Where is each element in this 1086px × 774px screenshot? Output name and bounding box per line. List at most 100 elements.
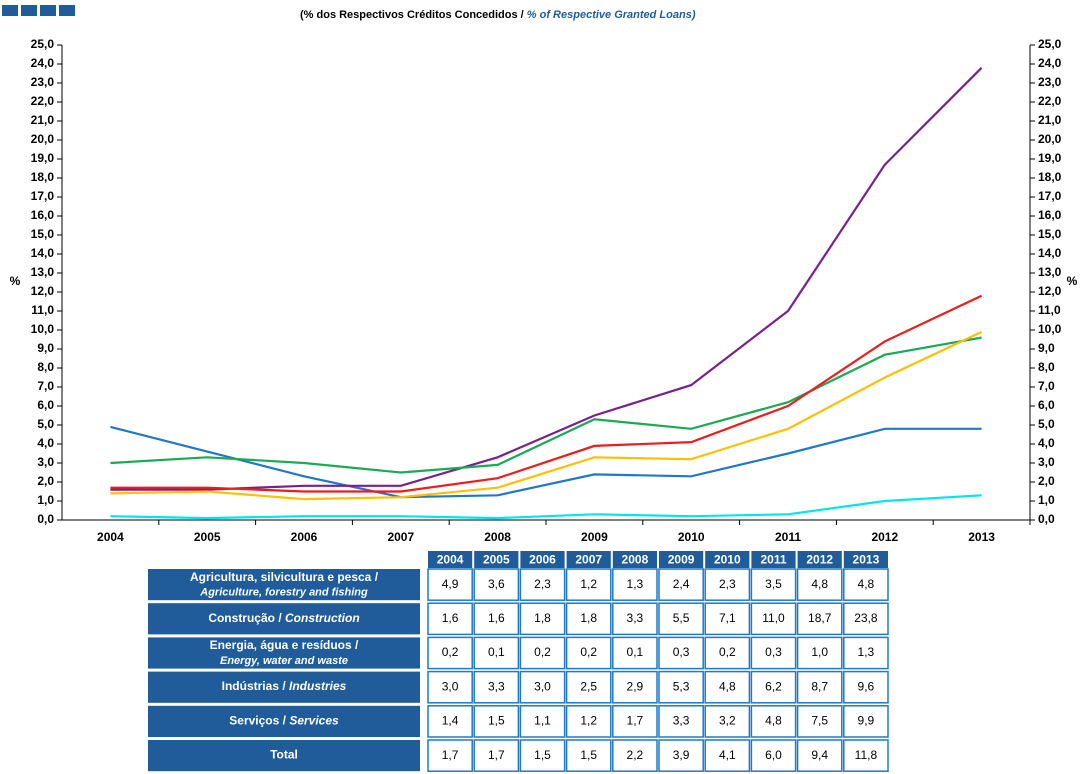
- table-value: 3,9: [673, 748, 690, 762]
- series-line: [110, 330, 983, 501]
- table-value: 4,9: [442, 577, 459, 591]
- table-value: 2,3: [719, 577, 736, 591]
- row-label-pt: Serviços /: [229, 714, 286, 728]
- table-cell: [658, 739, 704, 772]
- y-tick-label: 16,0: [31, 208, 55, 222]
- x-tick-label: 2005: [194, 530, 221, 544]
- table-cell: [427, 636, 473, 670]
- x-tick-label: 2004: [97, 530, 124, 544]
- y-tick-label: 0,0: [37, 512, 54, 526]
- row-label-cell: [148, 569, 420, 601]
- y-tick-label: 25,0: [31, 37, 55, 51]
- table-cell: [843, 602, 889, 636]
- y-tick-label: 22,0: [31, 94, 55, 108]
- table-cell: [473, 739, 520, 772]
- table-value: 6,2: [765, 679, 782, 693]
- table-cell: [843, 636, 889, 670]
- x-tick-label: 2008: [484, 530, 511, 544]
- row-label-cell: [148, 603, 420, 635]
- table-cell: [427, 705, 473, 738]
- table-cell: [704, 568, 751, 601]
- table-cell: [565, 705, 612, 738]
- table-value: 0,3: [673, 645, 690, 659]
- table-header: 2010: [714, 553, 741, 567]
- table-value: 1,2: [580, 577, 597, 591]
- row-label: Indústrias / Industries: [222, 679, 347, 693]
- table-value: 1,8: [580, 611, 597, 625]
- row-label-cell: [148, 637, 420, 669]
- table-value: 3,3: [488, 679, 505, 693]
- decor: [40, 5, 56, 16]
- table-value: 7,5: [811, 714, 828, 728]
- table-cell: [519, 636, 566, 670]
- table-cell: [612, 705, 658, 738]
- row-label: Energia, água e resíduos /: [210, 638, 359, 652]
- table-cell: [796, 602, 843, 636]
- row-label-cell: [148, 740, 420, 772]
- y2-tick-label: 11,0: [1038, 303, 1061, 317]
- y2-tick-label: 25,0: [1038, 37, 1062, 51]
- row-label-en: Energy, water and waste: [220, 655, 348, 667]
- table-cell: [519, 705, 566, 738]
- table-value: 1,1: [534, 714, 551, 728]
- table-cell: [519, 670, 566, 704]
- table-value: 1,6: [442, 611, 459, 625]
- table-value: 1,7: [488, 748, 505, 762]
- table-value: 1,3: [627, 577, 644, 591]
- row-label-pt: Indústrias /: [222, 679, 287, 693]
- y2-tick-label: 18,0: [1038, 170, 1062, 184]
- table-cell: [843, 670, 889, 704]
- table-header: 2004: [437, 553, 464, 567]
- row-label-en: Services: [289, 714, 339, 728]
- subtitle: (% dos Respectivos Créditos Concedidos /…: [300, 9, 696, 21]
- table-value: 1,8: [534, 611, 551, 625]
- table-value: 5,5: [673, 611, 690, 625]
- table-value: 1,0: [811, 645, 828, 659]
- table-value: 11,8: [855, 748, 878, 762]
- table-value: 0,3: [765, 645, 782, 659]
- table-cell: [704, 670, 751, 704]
- table-value: 0,2: [442, 645, 459, 659]
- table-cell: [519, 739, 566, 772]
- table-header-cell: [520, 551, 565, 568]
- table-cell: [473, 670, 520, 704]
- table-value: 1,7: [442, 748, 459, 762]
- table-cell: [750, 568, 797, 601]
- table-cell: [565, 636, 612, 670]
- series-line: [110, 336, 982, 474]
- table-cell: [843, 568, 889, 601]
- table-value: 11,0: [762, 611, 785, 625]
- table-value: 4,8: [811, 577, 828, 591]
- table-cell: [750, 602, 797, 636]
- y2-axis-label: %: [1067, 274, 1078, 288]
- table-cell: [750, 636, 797, 670]
- table-header: 2005: [483, 553, 510, 567]
- y-tick-label: 5,0: [37, 417, 54, 431]
- y2-tick-label: 14,0: [1038, 246, 1062, 260]
- table-cell: [796, 739, 843, 772]
- table-header-cell: [751, 551, 796, 568]
- series-line: [110, 67, 983, 491]
- table-value: 5,3: [673, 679, 690, 693]
- y2-tick-label: 21,0: [1038, 113, 1062, 127]
- table-cell: [750, 705, 797, 738]
- y-tick-label: 2,0: [37, 474, 54, 488]
- y-tick-label: 13,0: [31, 265, 55, 279]
- y2-tick-label: 15,0: [1038, 227, 1062, 241]
- table-cell: [704, 705, 751, 738]
- table-cell: [612, 739, 658, 772]
- y-tick-label: 9,0: [37, 341, 54, 355]
- table-cell: [612, 636, 658, 670]
- table-cell: [796, 705, 843, 738]
- table-value: 2,2: [627, 748, 644, 762]
- y2-tick-label: 17,0: [1038, 189, 1062, 203]
- row-label: Total: [270, 748, 298, 762]
- table-header: 2012: [806, 553, 833, 567]
- table-cell: [473, 602, 520, 636]
- table-cell: [427, 568, 473, 601]
- y2-tick-label: 19,0: [1038, 151, 1062, 165]
- y-tick-label: 23,0: [31, 75, 55, 89]
- table-value: 2,4: [673, 577, 690, 591]
- y2-tick-label: 13,0: [1038, 265, 1062, 279]
